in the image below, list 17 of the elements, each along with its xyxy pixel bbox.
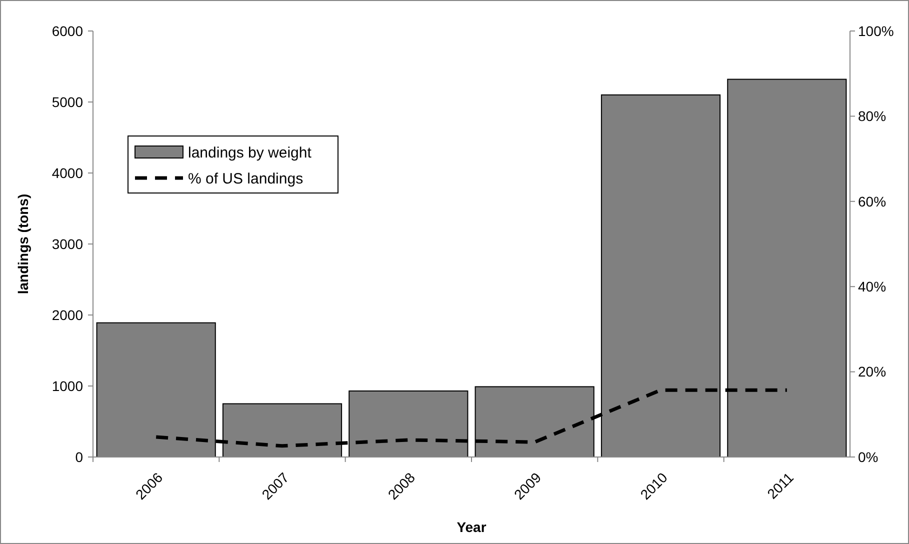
y-tick-label: 6000 <box>52 22 84 39</box>
y-tick-label: 0 <box>75 448 84 465</box>
y-tick-label: 2000 <box>52 306 84 323</box>
y2-tick-label: 0% <box>858 448 878 465</box>
y-axis-title: landings (tons) <box>15 194 31 294</box>
y-tick-label: 5000 <box>52 94 84 110</box>
y2-tick-label: 100% <box>858 22 894 39</box>
legend-label: landings by weight <box>188 144 312 162</box>
y-tick-label: 1000 <box>52 378 84 394</box>
x-axis-title: Year <box>456 519 487 535</box>
legend-label: % of US landings <box>188 170 304 188</box>
y2-tick-label: 40% <box>858 278 886 294</box>
y2-tick-label: 80% <box>858 108 886 124</box>
y-tick-label: 3000 <box>52 236 84 252</box>
y2-tick-label: 20% <box>858 364 886 380</box>
y-tick-label: 4000 <box>52 164 84 181</box>
y2-tick-label: 60% <box>858 193 886 210</box>
